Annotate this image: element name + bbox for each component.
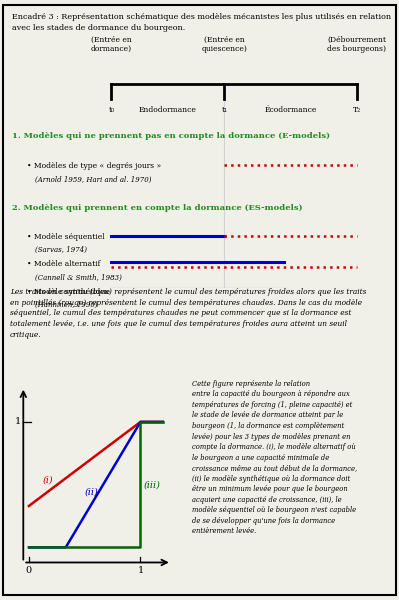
Text: (Entrée en
quiescence): (Entrée en quiescence) — [201, 35, 247, 53]
Text: (iii): (iii) — [144, 480, 161, 489]
Text: Endodormance: Endodormance — [139, 106, 197, 114]
Text: • Modèles de type « degrés jours »: • Modèles de type « degrés jours » — [27, 163, 161, 170]
Text: T₂: T₂ — [352, 106, 361, 114]
Text: 1. Modèles qui ne prennent pas en compte la dormance (E-models): 1. Modèles qui ne prennent pas en compte… — [12, 132, 330, 140]
Text: (Entrée en
dormance): (Entrée en dormance) — [91, 35, 132, 53]
Text: 1: 1 — [15, 418, 21, 427]
Text: t₁: t₁ — [221, 106, 227, 114]
Text: (Hanninen, 1990): (Hanninen, 1990) — [35, 301, 97, 309]
Text: t₀: t₀ — [108, 106, 115, 114]
Text: (Débourrement
des bourgeons): (Débourrement des bourgeons) — [327, 35, 386, 53]
Text: 2. Modèles qui prennent en compte la dormance (ES-models): 2. Modèles qui prennent en compte la dor… — [12, 204, 302, 212]
Text: Encadré 3 : Représentation schématique des modèles mécanistes les plus utilisés : Encadré 3 : Représentation schématique d… — [12, 13, 391, 22]
Text: (i): (i) — [42, 475, 53, 484]
Text: (Arnold 1959, Hari and al. 1970): (Arnold 1959, Hari and al. 1970) — [35, 176, 151, 184]
Text: • Modèle séquentiel: • Modèle séquentiel — [27, 233, 105, 241]
Text: Écodormance: Écodormance — [264, 106, 317, 114]
Text: 1: 1 — [137, 566, 144, 575]
Text: • Modèle synthétique: • Modèle synthétique — [27, 288, 110, 296]
Text: avec les stades de dormance du bourgeon.: avec les stades de dormance du bourgeon. — [12, 25, 185, 32]
Text: 0: 0 — [26, 566, 32, 575]
Text: (Cannell & Smith, 1983): (Cannell & Smith, 1983) — [35, 274, 122, 281]
Text: Les traits en continu (bleu) représentent le cumul des températures froides alor: Les traits en continu (bleu) représenten… — [10, 288, 366, 339]
Text: Cette figure représente la relation
entre la capacité du bourgeon à répondre aux: Cette figure représente la relation entr… — [192, 380, 357, 535]
Text: • Modèle alternatif: • Modèle alternatif — [27, 260, 101, 268]
Text: (Sarvas, 1974): (Sarvas, 1974) — [35, 246, 87, 254]
Text: (ii): (ii) — [85, 488, 99, 497]
